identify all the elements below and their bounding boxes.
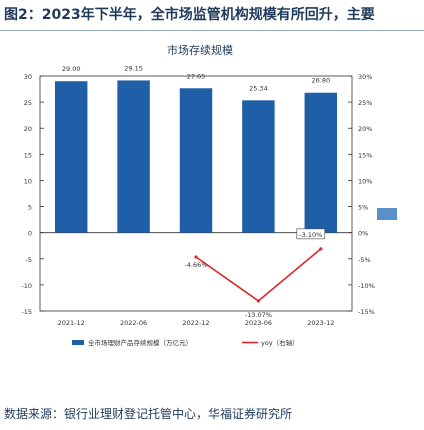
- left-axis-tick-label: 30: [24, 73, 32, 81]
- legend-swatch-bar: [72, 340, 84, 345]
- yoy-data-label-box: [296, 228, 326, 240]
- left-axis-tick-label: -10: [21, 282, 32, 290]
- bar-data-label: 25.34: [249, 84, 268, 92]
- figure-caption: 图2：2023年下半年，全市场监管机构规模有所回升，主要: [4, 7, 375, 23]
- yoy-data-label: -13.07%: [245, 311, 272, 319]
- left-axis-tick-label: 20: [24, 125, 32, 133]
- right-axis-tick-label: 25%: [358, 99, 372, 107]
- chart-container: 市场存续规模 30 25 20 15 10 5 0 -5 -10 -15 30% 25% 20% 15% 1…: [0, 40, 424, 400]
- legend-label: yoy（右轴）: [261, 338, 299, 347]
- yoy-data-label: -3.10%: [299, 231, 322, 239]
- right-axis-tick-label: -5%: [358, 256, 371, 264]
- caption-divider: [0, 30, 424, 31]
- yoy-line: [195, 248, 322, 302]
- yoy-data-label: -4.66%: [185, 261, 208, 269]
- legend-label: 全市场理财产品存续规模（万亿元）: [88, 338, 192, 347]
- bar-data-label: 26.80: [311, 77, 330, 85]
- yoy-point: [319, 247, 323, 251]
- bar: [117, 80, 150, 233]
- left-axis-tick-label: 10: [24, 177, 32, 185]
- left-axis-tick-label: -15: [21, 308, 32, 316]
- right-axis-tick-label: 30%: [358, 73, 372, 81]
- bar-data-label: 27.65: [187, 72, 206, 80]
- left-axis-tick-label: 5: [28, 204, 32, 212]
- x-axis-tick-label: 2022-06: [120, 319, 147, 327]
- bar: [242, 100, 275, 233]
- right-axis-tick-label: 10%: [358, 177, 372, 185]
- yoy-point: [194, 255, 198, 259]
- x-axis-tick-label: 2022-12: [182, 319, 209, 327]
- chart-svg: 市场存续规模 30 25 20 15 10 5 0 -5 -10 -15 30% 25% 20% 15% 1…: [21, 43, 397, 347]
- x-axis-tick-label: 2023-06: [245, 319, 272, 327]
- left-axis-tick-label: -5: [26, 256, 32, 264]
- x-axis-tick-label: 2021-12: [58, 319, 85, 327]
- plot-frame: [39, 75, 353, 312]
- right-axis-tick-label: 0%: [358, 230, 368, 238]
- decorative-color-block: [377, 208, 397, 220]
- chart-title: 市场存续规模: [167, 43, 233, 57]
- bar-data-label: 29.15: [124, 64, 143, 72]
- right-axis-tick-label: -10%: [358, 282, 375, 290]
- bar: [304, 92, 338, 233]
- figure-source: 数据来源：银行业理财登记托管中心，华福证券研究所: [4, 407, 293, 421]
- bar: [179, 88, 213, 233]
- bar-data-label: 29.00: [62, 65, 81, 73]
- left-axis-tick-label: 0: [28, 230, 32, 238]
- left-axis-tick-label: 15: [24, 151, 32, 159]
- right-axis-tick-label: 5%: [358, 204, 368, 212]
- right-axis-tick-label: 15%: [358, 151, 372, 159]
- yoy-point: [256, 299, 260, 303]
- right-axis-tick-label: -15%: [358, 308, 375, 316]
- bar: [54, 81, 88, 233]
- left-axis-tick-label: 25: [24, 99, 32, 107]
- x-axis-tick-label: 2023-12: [307, 319, 334, 327]
- right-axis-tick-label: 20%: [358, 125, 372, 133]
